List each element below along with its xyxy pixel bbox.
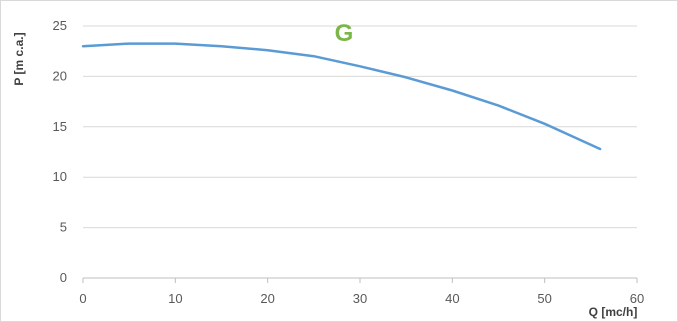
y-tick-label-5: 5 <box>60 220 67 235</box>
series-layer <box>81 42 602 151</box>
x-tick-label-60: 60 <box>630 291 644 306</box>
x-axis-title: Q [mc/h] <box>589 305 638 319</box>
grid-lines <box>83 25 637 229</box>
y-tick-label-20: 20 <box>53 68 67 83</box>
y-axis-title: P [m c.a.] <box>12 32 26 85</box>
y-tick-label-0: 0 <box>60 270 67 285</box>
x-tick-label-30: 30 <box>353 291 367 306</box>
tick-labels: 0 5 10 15 20 25 0 10 20 30 40 50 60 <box>53 18 645 306</box>
y-tick-label-15: 15 <box>53 119 67 134</box>
y-tick-label-25: 25 <box>53 18 67 33</box>
x-tick-label-20: 20 <box>260 291 274 306</box>
series-line-0 <box>81 42 602 151</box>
x-tick-label-10: 10 <box>168 291 182 306</box>
chart-title: G <box>335 20 354 47</box>
x-tick-label-40: 40 <box>445 291 459 306</box>
axes <box>82 277 638 283</box>
y-tick-label-10: 10 <box>53 169 67 184</box>
x-tick-label-0: 0 <box>79 291 86 306</box>
x-tick-label-50: 50 <box>537 291 551 306</box>
